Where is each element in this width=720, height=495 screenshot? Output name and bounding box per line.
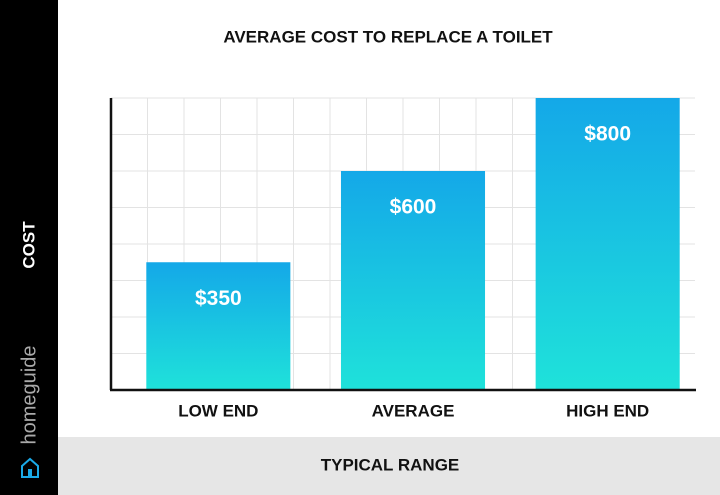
value-label: $350: [195, 287, 242, 310]
brand-icon: [21, 457, 39, 478]
bar: [340, 171, 486, 390]
brand: homeguide: [18, 346, 40, 445]
x-label-band: [58, 437, 720, 495]
value-label: $800: [584, 123, 631, 146]
x-tick-label: HIGH END: [566, 401, 649, 420]
y-axis-label: COST: [19, 221, 38, 269]
bar: [535, 98, 680, 390]
value-label: $600: [390, 196, 437, 219]
x-tick-label: AVERAGE: [372, 401, 455, 420]
x-tick-label: LOW END: [178, 401, 258, 420]
chart-title: AVERAGE COST TO REPLACE A TOILET: [223, 27, 553, 46]
bar: [146, 262, 291, 390]
bars: $350 $600 $800: [146, 98, 680, 390]
sidebar: [0, 0, 58, 495]
x-axis-label: TYPICAL RANGE: [321, 455, 460, 474]
